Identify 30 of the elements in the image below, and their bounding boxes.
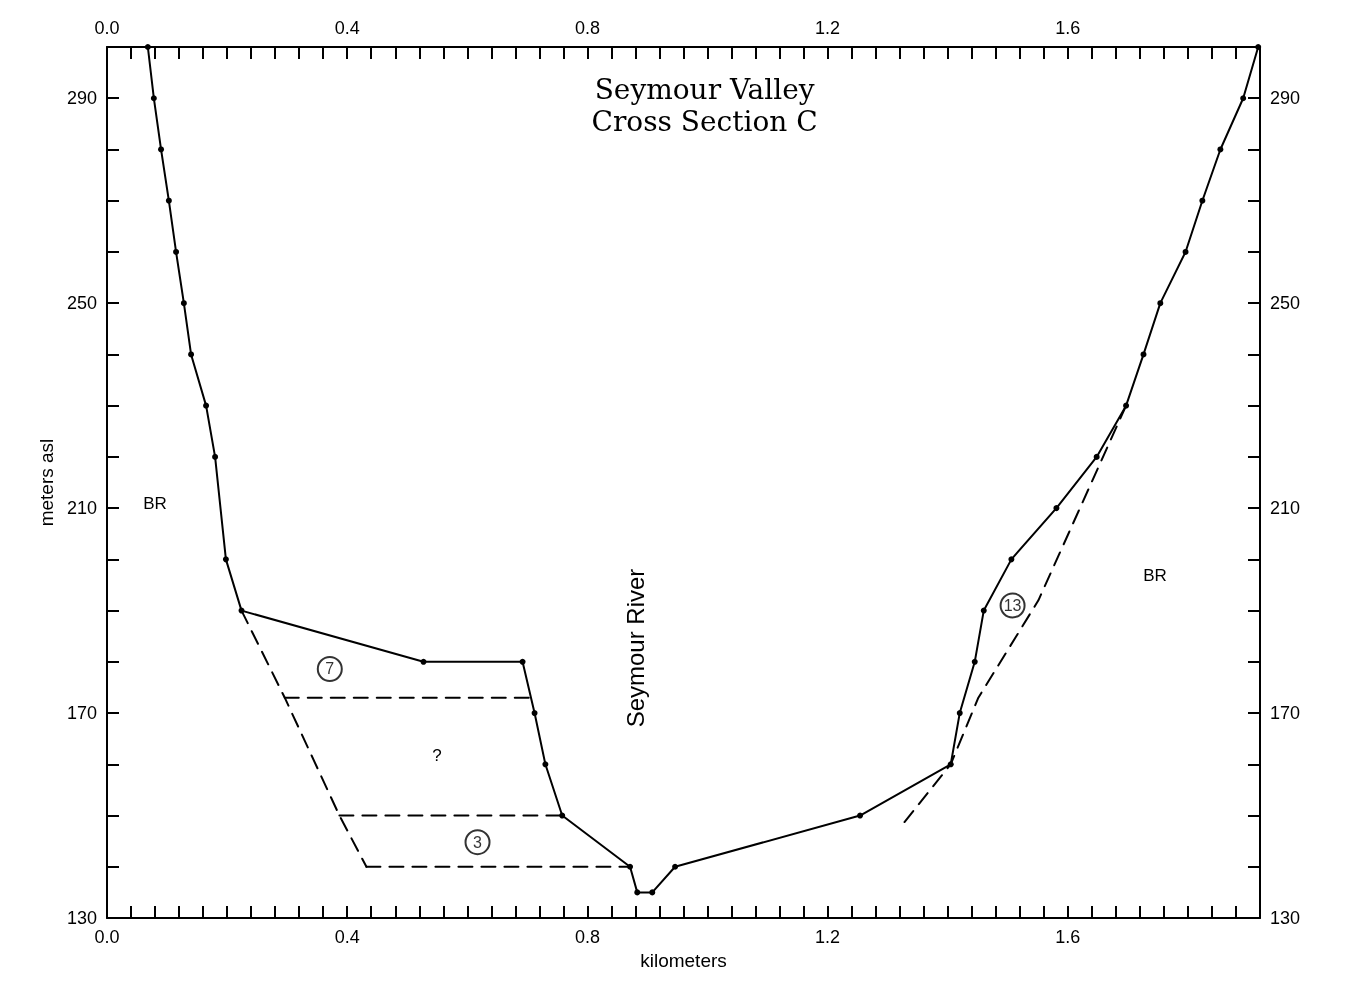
annotation: 13 xyxy=(1003,596,1022,614)
y-tick-label: 250 xyxy=(66,293,97,314)
annotation: 3 xyxy=(473,833,483,851)
y2-tick-label: 210 xyxy=(1270,498,1301,519)
y-tick-label: 170 xyxy=(66,703,97,724)
x-tick-label: 1.6 xyxy=(1055,927,1081,947)
x2-tick-label: 1.6 xyxy=(1055,18,1081,38)
y2-tick-label: 170 xyxy=(1270,703,1301,724)
x2-tick-label: 1.2 xyxy=(815,18,841,38)
x-tick-label: 0.0 xyxy=(94,927,120,947)
x-tick-label: 0.8 xyxy=(574,927,600,947)
annotation: BR xyxy=(1143,565,1167,585)
y-tick-label: 290 xyxy=(66,88,97,109)
y-axis-title: meters asl xyxy=(36,438,58,527)
annotation: ? xyxy=(432,745,442,765)
y-tick-label: 130 xyxy=(66,908,97,928)
annotation: 7 xyxy=(325,660,335,678)
x-tick-label: 0.4 xyxy=(334,927,360,947)
y2-tick-label: 250 xyxy=(1270,293,1301,314)
x2-tick-label: 0.4 xyxy=(334,18,360,38)
x2-tick-label: 0.0 xyxy=(94,18,120,38)
y-tick-label: 210 xyxy=(66,498,97,519)
y2-tick-label: 130 xyxy=(1270,908,1301,928)
annotation: Seymour River xyxy=(621,568,649,728)
annotation: BR xyxy=(143,493,167,513)
x2-tick-label: 0.8 xyxy=(574,18,600,38)
text: Seymour Valley Cross Section C xyxy=(591,72,818,138)
x-axis-title: kilometers xyxy=(640,949,727,971)
x-tick-label: 1.2 xyxy=(815,927,841,947)
y2-tick-label: 290 xyxy=(1270,88,1301,109)
